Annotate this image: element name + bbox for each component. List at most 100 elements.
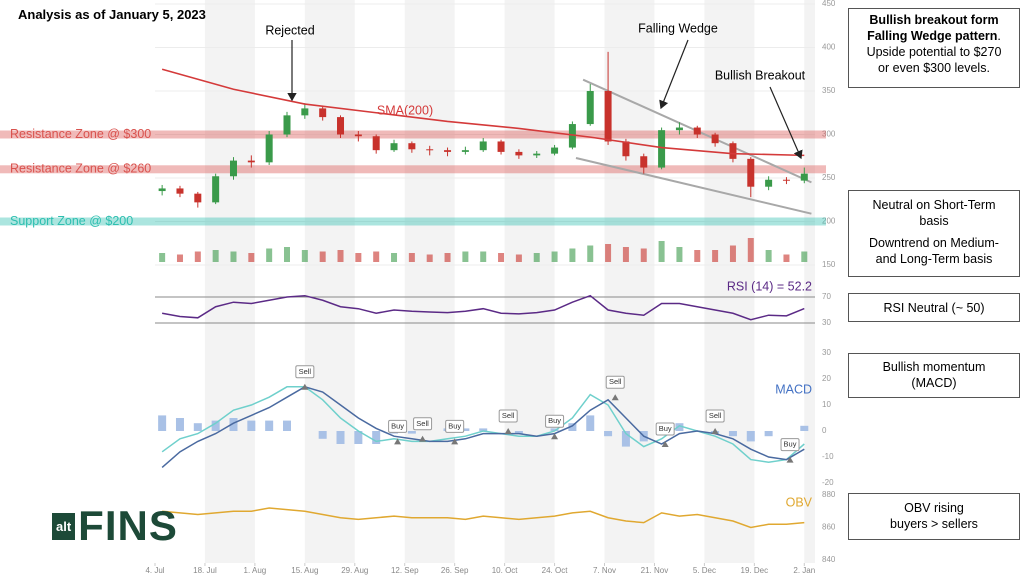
- y-tick-label: 450: [822, 0, 836, 8]
- y-tick-label: 30: [822, 348, 831, 357]
- candle-body: [675, 127, 683, 131]
- candle-body: [640, 156, 648, 168]
- volume-bar: [159, 253, 166, 262]
- signal-label: Sell: [502, 411, 515, 420]
- volume-bar: [694, 250, 701, 262]
- panel-label: OBV: [786, 495, 813, 509]
- y-tick-label: 880: [822, 490, 836, 499]
- y-tick-label: 70: [822, 292, 831, 301]
- note: RSI Neutral (~ 50): [848, 293, 1020, 322]
- volume-bar: [176, 254, 183, 262]
- y-tick-label: 20: [822, 374, 831, 383]
- volume-bar: [551, 251, 558, 262]
- candle-body: [390, 143, 398, 151]
- volume-bar: [480, 251, 487, 262]
- note-text: buyers > sellers: [890, 517, 978, 531]
- histogram-bar: [746, 431, 755, 442]
- x-tick-label: 19. Dec: [741, 566, 769, 575]
- volume-bar: [284, 247, 290, 262]
- x-tick-label: 24. Oct: [542, 566, 569, 575]
- annotation: Bullish Breakout: [715, 68, 806, 82]
- note-text: Bullish momentum: [882, 360, 986, 374]
- x-tick-label: 29. Aug: [341, 566, 368, 575]
- y-tick-label: -10: [822, 452, 834, 461]
- volume-bar: [515, 254, 522, 262]
- note-text: or even $300 levels.: [878, 61, 990, 75]
- histogram-bar: [229, 418, 238, 431]
- signal-label: Buy: [784, 440, 797, 449]
- y-tick-label: 860: [822, 523, 836, 532]
- signal-label: Buy: [548, 416, 561, 425]
- histogram-bar: [728, 431, 737, 437]
- note-text: Bullish breakout form: [869, 13, 999, 27]
- signal-box: [295, 365, 315, 379]
- note-text: Falling Wedge pattern: [867, 29, 998, 43]
- annotation: Falling Wedge: [638, 21, 718, 35]
- signal-marker: [451, 438, 459, 445]
- signal-box: [445, 419, 465, 433]
- logo-big: FINS: [78, 502, 178, 549]
- volume-bar: [319, 251, 326, 262]
- x-tick-label: 18. Jul: [193, 566, 217, 575]
- volume-bar: [729, 245, 736, 262]
- candle-body: [622, 141, 630, 157]
- histogram-bar: [479, 428, 488, 431]
- volume-bar: [765, 250, 772, 262]
- arrow: [769, 86, 803, 160]
- histogram-bar: [283, 420, 291, 431]
- histogram-bar: [604, 431, 613, 437]
- volume-bar: [194, 251, 201, 262]
- histogram-bar: [586, 415, 595, 431]
- y-tick-label: 200: [822, 217, 836, 226]
- histogram-bar: [461, 428, 470, 431]
- line: [162, 294, 805, 321]
- x-tick-label: 12. Sep: [391, 566, 419, 575]
- volume-bar: [658, 241, 665, 262]
- x-tick-label: 10. Oct: [492, 566, 519, 575]
- zone-band: [0, 217, 826, 226]
- volume-bar: [212, 250, 219, 262]
- candle-body: [747, 158, 755, 187]
- signal-label: Buy: [391, 421, 404, 430]
- y-tick-label: 400: [822, 43, 836, 52]
- x-stripe: [804, 0, 815, 563]
- candle-body: [265, 134, 273, 163]
- candle-body: [444, 150, 452, 152]
- signal-box: [498, 409, 518, 423]
- candle-body: [551, 147, 559, 154]
- signal-box: [780, 438, 800, 452]
- volume-bar: [747, 238, 754, 262]
- x-stripe: [204, 0, 255, 563]
- signal-box: [388, 419, 408, 433]
- volume-bar: [391, 253, 398, 262]
- signal-marker: [504, 428, 512, 434]
- x-stripe: [704, 0, 755, 563]
- candle-body: [782, 179, 790, 181]
- signal-marker: [786, 456, 794, 463]
- line: [162, 507, 805, 529]
- y-tick-label: 0: [822, 426, 827, 435]
- signal-label: Buy: [448, 421, 461, 430]
- volume-bar: [640, 248, 647, 262]
- volume-bar: [533, 253, 540, 262]
- signal-marker: [419, 435, 427, 442]
- signal-box: [545, 414, 565, 428]
- x-stripe: [304, 0, 355, 563]
- note: OBV rising buyers > sellers: [848, 493, 1020, 540]
- signal-marker: [711, 428, 719, 434]
- volume-bar: [337, 250, 344, 262]
- histogram-bar: [247, 420, 256, 431]
- volume-bar: [248, 253, 255, 262]
- volume-bar: [712, 250, 719, 262]
- y-tick-label: 150: [822, 260, 836, 269]
- signal-box: [605, 375, 625, 389]
- panel-label: MACD: [775, 382, 812, 396]
- x-tick-label: 21. Nov: [641, 566, 669, 575]
- logo: alt FINS: [52, 502, 178, 550]
- candle-body: [158, 188, 166, 192]
- candle-body: [194, 193, 202, 203]
- note-text: .: [997, 29, 1001, 43]
- note-text: Neutral on Short-Term: [872, 198, 996, 212]
